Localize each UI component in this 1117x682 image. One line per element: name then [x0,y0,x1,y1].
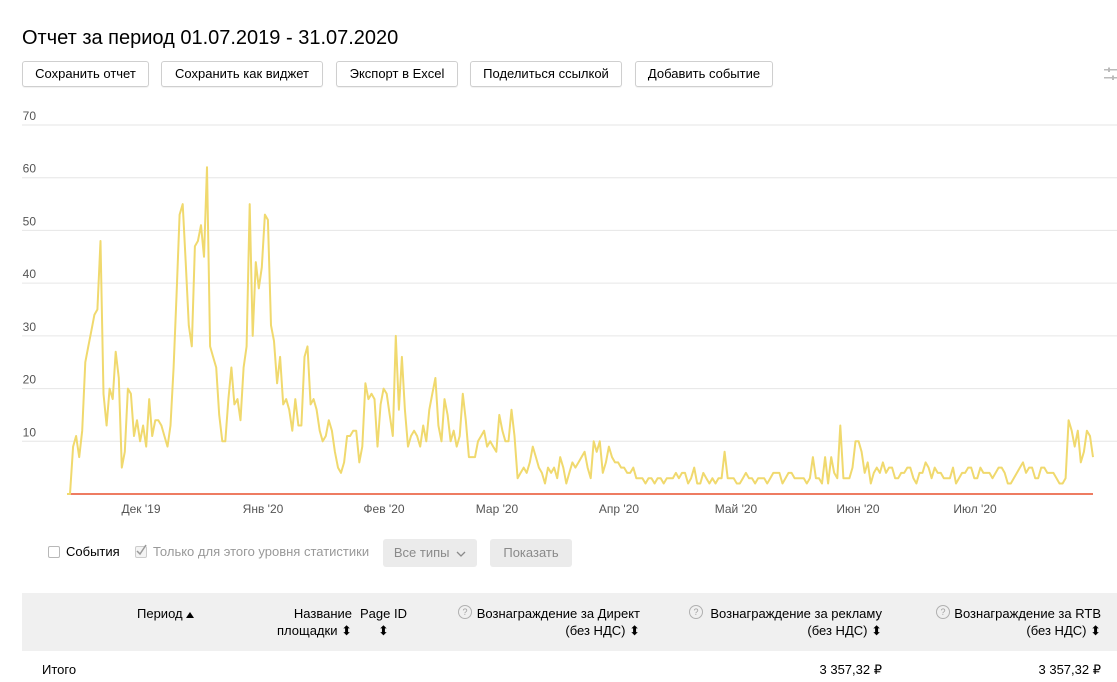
column-direct-reward-line1: Вознаграждение за Директ [476,606,640,621]
column-advertising-reward-line1: Вознаграждение за рекламу [710,606,882,621]
save-report-button[interactable]: Сохранить отчет [22,61,149,87]
x-tick-label: Дек '19 [121,502,160,516]
y-tick-label: 30 [23,320,37,334]
sort-icon: ⬍ [629,623,640,638]
help-icon[interactable]: ? [936,605,950,619]
x-tick-label: Апр '20 [599,502,639,516]
save-as-widget-button[interactable]: Сохранить как виджет [161,61,323,87]
column-rtb-reward[interactable]: Вознаграждение за RTB (без НДС) ⬍ [947,605,1101,639]
y-tick-label: 10 [23,425,37,439]
y-tick-label: 50 [23,214,37,228]
share-link-button[interactable]: Поделиться ссылкой [470,61,622,87]
column-advertising-reward-line2: (без НДС) [807,623,868,638]
total-advertising-value: 3 357,32 ₽ [819,662,883,677]
column-site-name-line2: площадки [277,623,338,638]
column-period[interactable]: Период [137,605,195,622]
help-icon[interactable]: ? [689,605,703,619]
line-chart: 10 20 30 40 50 60 70 Дек '19 Янв '20 Фев '20 Мар '… [22,109,1117,516]
settings-sliders-icon[interactable] [1104,66,1117,82]
sort-icon: ⬍ [341,623,352,638]
column-rtb-reward-line2: (без НДС) [1026,623,1087,638]
y-tick-label: 20 [23,373,37,387]
event-filters: События Только для этого уровня статисти… [0,538,1117,568]
y-tick-label: 70 [23,109,37,123]
column-rtb-reward-line1: Вознаграждение за RTB [954,606,1101,621]
x-tick-label: Фев '20 [363,502,404,516]
total-label: Итого [42,662,77,677]
y-tick-label: 40 [23,267,37,281]
level-only-checkbox[interactable] [135,544,147,558]
x-tick-label: Янв '20 [243,502,284,516]
event-types-dropdown[interactable]: Все типы [383,539,477,567]
table-header: Период Название площадки ⬍ Page ID ⬍ ? В… [22,593,1117,651]
page-title: Отчет за период 01.07.2019 - 31.07.2020 [22,27,399,49]
column-period-label: Период [137,606,183,621]
x-tick-label: Июл '20 [953,502,997,516]
events-label: События [66,544,120,559]
total-row: Итого 3 357,32 ₽ 3 357,32 ₽ [22,651,1117,682]
event-types-label: Все типы [393,545,450,560]
column-advertising-reward[interactable]: Вознаграждение за рекламу (без НДС) ⬍ [702,605,882,639]
sort-icon: ⬍ [378,623,389,638]
column-direct-reward-line2: (без НДС) [565,623,626,638]
sort-asc-icon [186,612,195,618]
column-page-id-label: Page ID [360,606,407,621]
column-site-name-line1: Название [293,606,352,621]
x-tick-label: Мар '20 [476,502,519,516]
column-direct-reward[interactable]: Вознаграждение за Директ (без НДС) ⬍ [462,605,640,639]
series-line [67,166,1094,495]
y-tick-label: 60 [23,162,37,176]
show-button[interactable]: Показать [490,539,572,567]
level-only-label: Только для этого уровня статистики [153,544,370,559]
sort-icon: ⬍ [1090,623,1101,638]
help-icon[interactable]: ? [458,605,472,619]
chevron-down-icon [456,551,466,557]
events-checkbox[interactable] [48,546,60,558]
x-tick-label: Июн '20 [836,502,880,516]
add-event-button[interactable]: Добавить событие [635,61,773,87]
sort-icon: ⬍ [871,623,882,638]
export-excel-button[interactable]: Экспорт в Excel [336,61,458,87]
total-rtb-value: 3 357,32 ₽ [1038,662,1102,677]
x-tick-label: Май '20 [715,502,758,516]
column-page-id[interactable]: Page ID ⬍ [360,605,407,639]
column-site-name[interactable]: Название площадки ⬍ [252,605,352,639]
checkmark-icon [136,544,147,556]
